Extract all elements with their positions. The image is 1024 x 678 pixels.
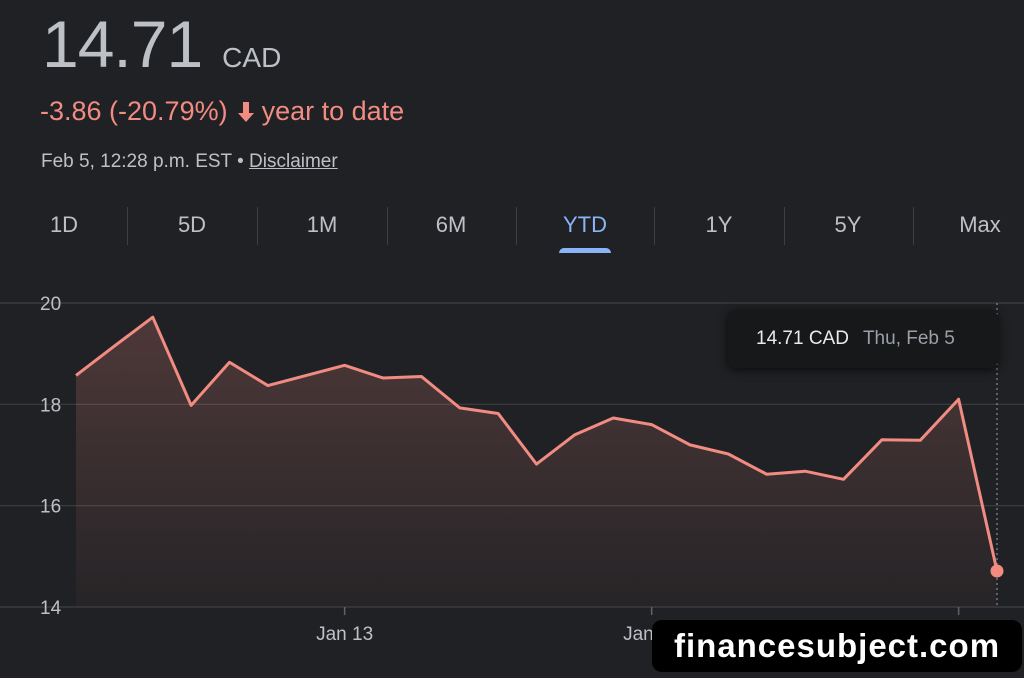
tab-divider — [387, 207, 388, 245]
last-point-marker — [990, 564, 1004, 578]
meta-separator: • — [237, 151, 244, 172]
watermark-logo: financesubject.com — [652, 620, 1022, 672]
price-change: -3.86 (-20.79%) year to date — [40, 96, 404, 127]
tab-6m[interactable]: 6M — [409, 205, 493, 247]
tab-divider — [913, 207, 914, 245]
tab-label: YTD — [563, 212, 607, 237]
tab-ytd[interactable]: YTD — [543, 205, 627, 253]
tab-divider — [654, 207, 655, 245]
tab-5y[interactable]: 5Y — [806, 205, 890, 247]
tab-label: 6M — [435, 212, 467, 237]
arrow-down-icon — [237, 101, 254, 122]
current-price: 14.71 — [42, 7, 203, 81]
tab-label: 5Y — [834, 212, 862, 237]
tab-divider — [784, 207, 785, 245]
tab-divider — [127, 207, 128, 245]
tooltip-date: Thu, Feb 5 — [862, 328, 955, 349]
tab-label: Max — [959, 212, 1001, 237]
y-tick-label: 14 — [40, 598, 62, 619]
range-tabs: 1D 5D 1M 6M YTD 1Y 5Y Max — [0, 205, 1024, 253]
disclaimer-link[interactable]: Disclaimer — [249, 151, 338, 172]
price-tooltip: 14.71 CAD Thu, Feb 5 — [728, 310, 998, 368]
tab-1m[interactable]: 1M — [280, 205, 364, 247]
tab-label: 5D — [177, 212, 207, 237]
tab-label: 1Y — [705, 212, 733, 237]
x-tick-label: Jan 13 — [316, 624, 373, 645]
y-tick-label: 18 — [40, 395, 61, 416]
change-period: year to date — [261, 96, 405, 126]
y-tick-label: 16 — [40, 497, 61, 518]
tab-1y[interactable]: 1Y — [677, 205, 761, 247]
price-header: 14.71 CAD — [42, 6, 281, 82]
y-tick-label: 20 — [40, 294, 61, 315]
area-fill — [76, 317, 997, 607]
tab-max[interactable]: Max — [938, 205, 1022, 247]
tab-divider — [257, 207, 258, 245]
series-line — [75, 315, 999, 572]
tab-label: 1D — [49, 212, 79, 237]
change-value: -3.86 (-20.79%) — [40, 96, 228, 126]
tab-label: 1M — [306, 212, 338, 237]
quote-meta: Feb 5, 12:28 p.m. EST • Disclaimer — [41, 151, 338, 173]
tab-1d[interactable]: 1D — [22, 205, 106, 247]
currency-code: CAD — [222, 42, 282, 73]
active-tab-indicator — [559, 248, 611, 253]
tab-divider — [516, 207, 517, 245]
tab-5d[interactable]: 5D — [150, 205, 234, 247]
tooltip-value: 14.71 CAD — [756, 328, 849, 349]
quote-timestamp: Feb 5, 12:28 p.m. EST — [41, 151, 232, 172]
